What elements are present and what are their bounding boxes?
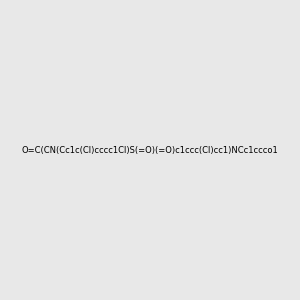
Text: O=C(CN(Cc1c(Cl)cccc1Cl)S(=O)(=O)c1ccc(Cl)cc1)NCc1ccco1: O=C(CN(Cc1c(Cl)cccc1Cl)S(=O)(=O)c1ccc(Cl… (22, 146, 278, 154)
